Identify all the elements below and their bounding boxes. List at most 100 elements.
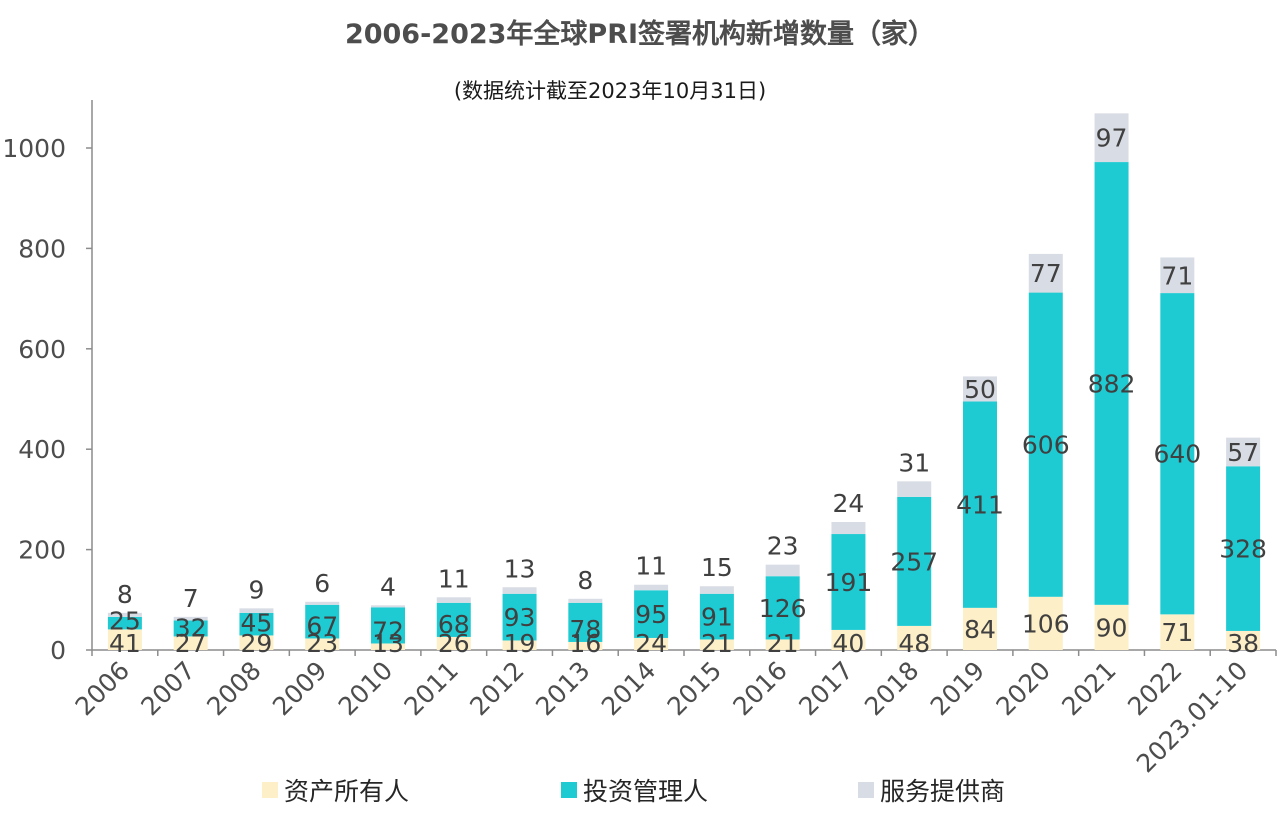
bar-investment-manager: [107, 616, 142, 630]
bar-service-provider: [1160, 257, 1195, 294]
x-tick-label: 2007: [135, 656, 200, 721]
bar-service-provider: [765, 564, 800, 577]
bar-investment-manager: [371, 607, 405, 644]
bar-asset-owner: [897, 625, 932, 650]
bar-investment-manager: [239, 612, 274, 636]
bar-service-provider: [107, 612, 142, 617]
bar-asset-owner: [1226, 630, 1261, 650]
x-tick-label: 2016: [727, 656, 792, 721]
chart-title: 2006-2023年全球PRI签署机构新增数量（家）: [344, 19, 936, 50]
bar-investment-manager: [963, 401, 997, 608]
data-label-asset-owner: 84: [964, 615, 996, 644]
bar-service-provider: [699, 586, 734, 594]
bar-asset-owner: [634, 637, 669, 650]
bar-service-provider: [371, 605, 405, 608]
bar-asset-owner: [239, 635, 274, 650]
data-label-asset-owner: 27: [175, 629, 207, 658]
data-label-service-provider: 11: [438, 564, 470, 593]
legend-item-investment-manager: 投资管理人: [561, 772, 708, 808]
x-tick-label: 2008: [201, 656, 266, 721]
bar-investment-manager: [831, 534, 866, 630]
data-label-service-provider: 15: [701, 553, 733, 582]
data-label-service-provider: 57: [1227, 438, 1259, 467]
data-label-investment-manager: 126: [759, 594, 807, 623]
data-label-investment-manager: 328: [1219, 535, 1267, 564]
data-label-service-provider: 11: [635, 552, 667, 581]
bar-service-provider: [1094, 113, 1129, 163]
bar-asset-owner: [765, 639, 800, 650]
data-labels: 4125827327294592367613724266811199313167…: [109, 124, 1267, 658]
x-tick-label: 2010: [333, 656, 398, 721]
bar-asset-owner: [173, 636, 208, 650]
bar-service-provider: [897, 481, 932, 497]
data-label-service-provider: 50: [964, 375, 996, 404]
x-tick-label: 2011: [399, 656, 464, 721]
legend-item-service-provider: 服务提供商: [858, 772, 1005, 808]
x-tick-label: 2015: [662, 656, 727, 721]
data-label-service-provider: 8: [577, 566, 593, 595]
data-label-investment-manager: 67: [306, 611, 338, 640]
data-label-asset-owner: 40: [833, 629, 865, 658]
data-label-service-provider: 6: [314, 569, 330, 598]
bar-service-provider: [239, 608, 274, 613]
data-label-investment-manager: 91: [701, 603, 733, 632]
y-tick-label: 600: [18, 335, 66, 364]
bar-investment-manager: [436, 602, 471, 637]
data-label-investment-manager: 25: [109, 606, 141, 635]
bar-investment-manager: [765, 576, 800, 640]
data-label-asset-owner: 48: [898, 629, 930, 658]
data-label-asset-owner: 26: [438, 629, 470, 658]
data-label-investment-manager: 32: [175, 613, 207, 642]
data-label-investment-manager: 640: [1153, 440, 1201, 469]
data-label-asset-owner: 16: [569, 629, 601, 658]
data-label-investment-manager: 257: [890, 547, 938, 576]
y-tick-label: 1000: [2, 134, 66, 163]
data-label-asset-owner: 29: [241, 629, 273, 658]
data-label-asset-owner: 13: [372, 629, 404, 658]
data-label-service-provider: 31: [898, 448, 930, 477]
bar-investment-manager: [568, 602, 603, 642]
data-label-investment-manager: 45: [241, 608, 273, 637]
data-label-investment-manager: 93: [504, 603, 536, 632]
bar-asset-owner: [1094, 604, 1129, 650]
bar-asset-owner: [436, 636, 471, 650]
data-label-investment-manager: 606: [1022, 431, 1070, 460]
data-label-asset-owner: 23: [306, 629, 338, 658]
bar-service-provider: [831, 521, 866, 535]
data-label-investment-manager: 68: [438, 610, 470, 639]
data-label-service-provider: 23: [767, 532, 799, 561]
data-label-service-provider: 13: [504, 554, 536, 583]
data-label-asset-owner: 41: [109, 629, 141, 658]
data-label-investment-manager: 882: [1088, 369, 1136, 398]
x-tick-label: 2019: [925, 656, 990, 721]
x-tick-label: 2014: [596, 656, 661, 721]
data-label-asset-owner: 21: [767, 629, 799, 658]
data-label-investment-manager: 411: [956, 491, 1004, 520]
legend-swatch-investment-manager: [561, 782, 577, 798]
data-label-service-provider: 77: [1030, 259, 1062, 288]
bar-service-provider: [1226, 437, 1261, 467]
data-label-investment-manager: 95: [635, 600, 667, 629]
bar-service-provider: [436, 597, 471, 603]
bar-investment-manager: [897, 496, 932, 626]
data-label-asset-owner: 106: [1022, 609, 1070, 638]
legend-label-asset-owner: 资产所有人: [284, 777, 410, 806]
bar-asset-owner: [371, 643, 405, 650]
bar-service-provider: [502, 587, 537, 594]
data-label-asset-owner: 19: [504, 629, 536, 658]
bar-investment-manager: [1226, 466, 1261, 631]
x-tick-label: 2017: [793, 656, 858, 721]
bar-investment-manager: [634, 590, 669, 638]
data-label-service-provider: 97: [1096, 124, 1128, 153]
data-label-service-provider: 8: [117, 580, 133, 609]
x-tick-label: 2006: [70, 656, 135, 721]
legend-swatch-asset-owner: [262, 782, 278, 798]
x-tick-label: 2013: [530, 656, 595, 721]
data-label-investment-manager: 78: [569, 615, 601, 644]
data-label-asset-owner: 71: [1161, 618, 1193, 647]
data-label-investment-manager: 72: [372, 616, 404, 645]
y-tick-label: 200: [18, 536, 66, 565]
bar-service-provider: [1028, 253, 1063, 293]
